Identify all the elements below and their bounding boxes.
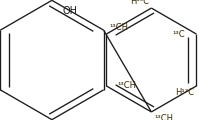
Text: H¹³C: H¹³C [130,0,149,6]
Text: OH: OH [62,6,77,16]
Text: ¹³CH: ¹³CH [109,23,128,32]
Text: ¹³CH: ¹³CH [117,81,136,90]
Text: ¹³C: ¹³C [173,30,185,39]
Text: ¹³CH: ¹³CH [154,114,173,120]
Text: H¹³C: H¹³C [175,88,194,97]
